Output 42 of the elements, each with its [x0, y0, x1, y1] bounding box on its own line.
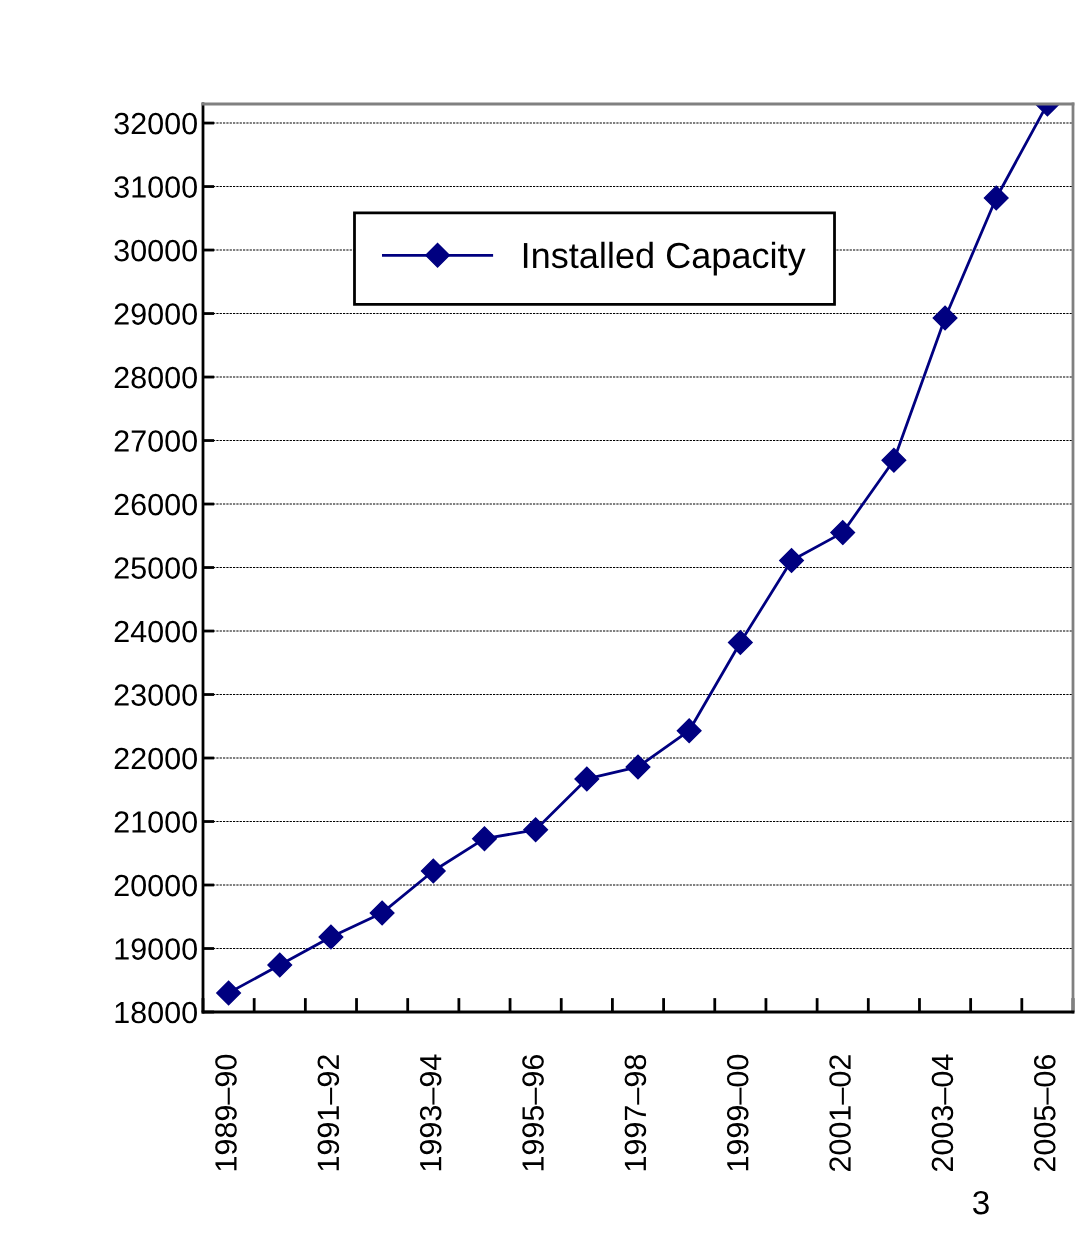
x-tick-label: 1991–92 [317, 1055, 340, 1171]
point [881, 447, 907, 473]
point [216, 980, 242, 1006]
x-tick-label: 2003–04 [931, 1054, 954, 1172]
x-tick-label: 1999–00 [726, 1054, 749, 1171]
point [625, 754, 651, 780]
y-tick-label: 18000 [115, 1001, 197, 1024]
x-tick-label: 1995–96 [522, 1055, 544, 1171]
point [318, 924, 344, 950]
point [420, 858, 446, 884]
x-tick-label: 1989–90 [215, 1054, 237, 1171]
point [523, 817, 549, 843]
y-tick-label: 29000 [114, 303, 197, 325]
x-tick-label: 2001–02 [829, 1055, 851, 1172]
y-tick-label: 32000 [114, 112, 197, 135]
x-tick-label: 2005–06 [1033, 1055, 1056, 1172]
point [471, 826, 497, 852]
y-tick-label: 30000 [114, 239, 197, 262]
point [676, 718, 702, 744]
y-tick-label: 28000 [114, 366, 197, 389]
y-tick-label: 19000 [115, 938, 197, 960]
y-tick-label: 20000 [114, 874, 197, 897]
point [983, 185, 1009, 211]
point [830, 520, 856, 546]
y-tick-label: 24000 [114, 620, 197, 643]
legend-label: Installed Capacity [523, 241, 806, 276]
point [932, 305, 958, 331]
y-tick-label: 26000 [114, 493, 197, 516]
point [267, 952, 293, 978]
y-tick-label: 22000 [114, 747, 197, 770]
text: 3 [973, 1190, 989, 1215]
x-tick-label: 1993–94 [419, 1054, 442, 1171]
y-tick-label: 25000 [114, 557, 197, 579]
y-tick-label: 27000 [114, 430, 197, 452]
x-tick-label: 1997–98 [624, 1054, 647, 1171]
point [727, 629, 753, 655]
point [779, 548, 805, 574]
y-tick-label: 31000 [114, 176, 197, 198]
point [369, 900, 395, 926]
point [574, 766, 600, 792]
y-tick-label: 21000 [114, 811, 197, 833]
y-tick-label: 23000 [114, 684, 197, 706]
